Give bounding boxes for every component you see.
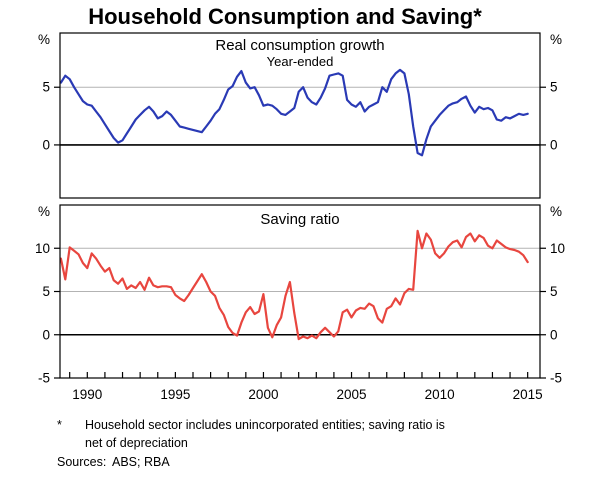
y-tick-label-left: 10	[35, 241, 50, 256]
unit-label-right: %	[550, 32, 562, 47]
y-tick-label-left: 5	[42, 80, 50, 95]
panel-border-bottom	[59, 204, 541, 379]
sources-label: Sources:	[57, 455, 106, 469]
x-label-2005: 2005	[336, 387, 366, 402]
y-tick-label-right: 5	[550, 80, 558, 95]
unit-label-left: %	[38, 204, 50, 219]
panel1-subtitle: Year-ended	[267, 54, 334, 69]
y-tick-label-right: 5	[550, 284, 558, 299]
footnote-line1: Household sector includes unincorporated…	[85, 418, 445, 432]
y-tick-label-left: 0	[42, 137, 50, 152]
unit-label-left: %	[38, 32, 50, 47]
y-tick-label-right: 0	[550, 137, 558, 152]
y-tick-label-left: 5	[42, 284, 50, 299]
x-label-2010: 2010	[425, 387, 455, 402]
unit-label-right: %	[550, 204, 562, 219]
panel-border-top	[59, 32, 541, 199]
footnote-marker: *	[57, 418, 62, 432]
y-tick-label-left: -5	[38, 371, 50, 386]
y-tick-label-right: -5	[550, 371, 562, 386]
y-tick-label-right: 0	[550, 327, 558, 342]
panel1-title: Real consumption growth	[215, 37, 384, 54]
sources-value: ABS; RBA	[112, 455, 170, 469]
plot-area: 5 5 0 0% % 10 10 5 5 0 0 -5 -5% % 1990 1995 2000 2005 2010…	[35, 32, 565, 402]
y-tick-label-left: 0	[42, 327, 50, 342]
saving-line	[59, 229, 529, 341]
footnote-line2: net of depreciation	[85, 436, 188, 450]
panel2-title: Saving ratio	[260, 211, 339, 228]
x-label-1990: 1990	[72, 387, 102, 402]
consumption-line	[59, 68, 529, 157]
x-label-2000: 2000	[248, 387, 278, 402]
x-label-2015: 2015	[513, 387, 543, 402]
x-label-1995: 1995	[160, 387, 190, 402]
chart-title: Household Consumption and Saving*	[88, 4, 482, 29]
y-tick-label-right: 10	[550, 241, 565, 256]
